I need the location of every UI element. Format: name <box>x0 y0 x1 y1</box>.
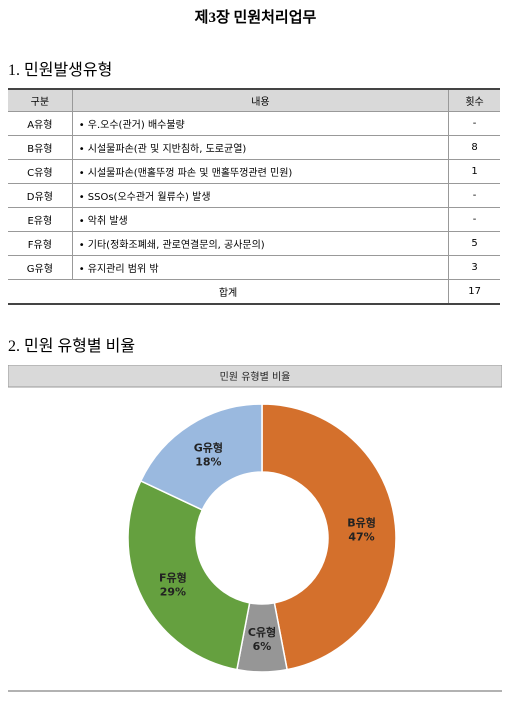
slice-category: B유형 <box>347 516 376 530</box>
table-row: E유형 • 악취 발생 - <box>8 207 500 232</box>
table: 구분 내용 횟수 A유형 • 우.오수(관거) 배수불량 - B유형 • 시설물파손(관 및 … <box>8 88 500 305</box>
total-row: 합계 17 <box>8 279 500 305</box>
slice-value-label: 47% <box>348 531 374 544</box>
table-cell: • 시설물파손(맨홀뚜껑 파손 및 맨홀뚜껑관련 민원) <box>71 159 450 184</box>
table-cell: • 유지관리 범위 밖 <box>71 255 450 280</box>
slice-category: G유형 <box>194 441 223 455</box>
table-cell: • 기타(정화조폐쇄, 관로연결문의, 공사문의) <box>71 231 450 256</box>
table-cell: A유형 <box>8 111 73 136</box>
table-body: A유형 • 우.오수(관거) 배수불량 - B유형 • 시설물파손(관 및 지반침하, … <box>8 111 500 305</box>
section-heading: 1. 민원발생유형 <box>8 62 113 79</box>
table-cell: 8 <box>448 135 500 160</box>
slice-category: C유형 <box>248 625 276 639</box>
chart-title-bar <box>8 365 502 388</box>
table-cell: B유형 <box>8 135 73 160</box>
table-row: C유형 • 시설물파손(맨홀뚜껑 파손 및 맨홀뚜껑관련 민원) 1 <box>8 159 500 184</box>
header-cell: 횟수 <box>448 88 500 112</box>
table-cell: D유형 <box>8 183 73 208</box>
slice-value-label: 18% <box>195 456 221 469</box>
table-cell: G유형 <box>8 255 73 280</box>
donut-slice <box>127 479 251 671</box>
chart-title: 민원 유형별 비율 <box>220 371 291 383</box>
table-cell: E유형 <box>8 207 73 232</box>
slice-category: F유형 <box>159 570 187 584</box>
header-cell: 구분 <box>8 88 73 112</box>
table-cell: • 우.오수(관거) 배수불량 <box>71 111 450 136</box>
table-row: B유형 • 시설물파손(관 및 지반침하, 도로균열) 8 <box>8 135 500 160</box>
donut-slice <box>261 403 397 671</box>
table-cell: 1 <box>448 159 500 184</box>
table-cell: • SSOs(오수관거 월류수) 발생 <box>71 183 450 208</box>
table-cell: - <box>448 207 500 232</box>
section-heading: 2. 민원 유형별 비율 <box>8 338 136 355</box>
table-cell: F유형 <box>8 231 73 256</box>
donut-slice <box>139 403 263 511</box>
total-label: 합계 <box>8 279 450 305</box>
table-cell: • 시설물파손(관 및 지반침하, 도로균열) <box>71 135 450 160</box>
table-cell: 3 <box>448 255 500 280</box>
total-value: 17 <box>448 279 500 305</box>
header-cell: 내용 <box>71 88 450 112</box>
table-row: F유형 • 기타(정화조폐쇄, 관로연결문의, 공사문의) 5 <box>8 231 500 256</box>
table-cell: - <box>448 111 500 136</box>
table-cell: • 악취 발생 <box>71 207 450 232</box>
page-title: 제3장 민원처리업무 <box>194 10 317 26</box>
slice-value-label: 29% <box>160 585 186 598</box>
table-cell: - <box>448 183 500 208</box>
table-row: A유형 • 우.오수(관거) 배수불량 - <box>8 111 500 136</box>
table-row: D유형 • SSOs(오수관거 월류수) 발생 - <box>8 183 500 208</box>
header-row: 구분 내용 횟수 <box>8 88 500 112</box>
table-cell: 5 <box>448 231 500 256</box>
table-cell: C유형 <box>8 159 73 184</box>
slice-value-label: 6% <box>253 640 272 653</box>
